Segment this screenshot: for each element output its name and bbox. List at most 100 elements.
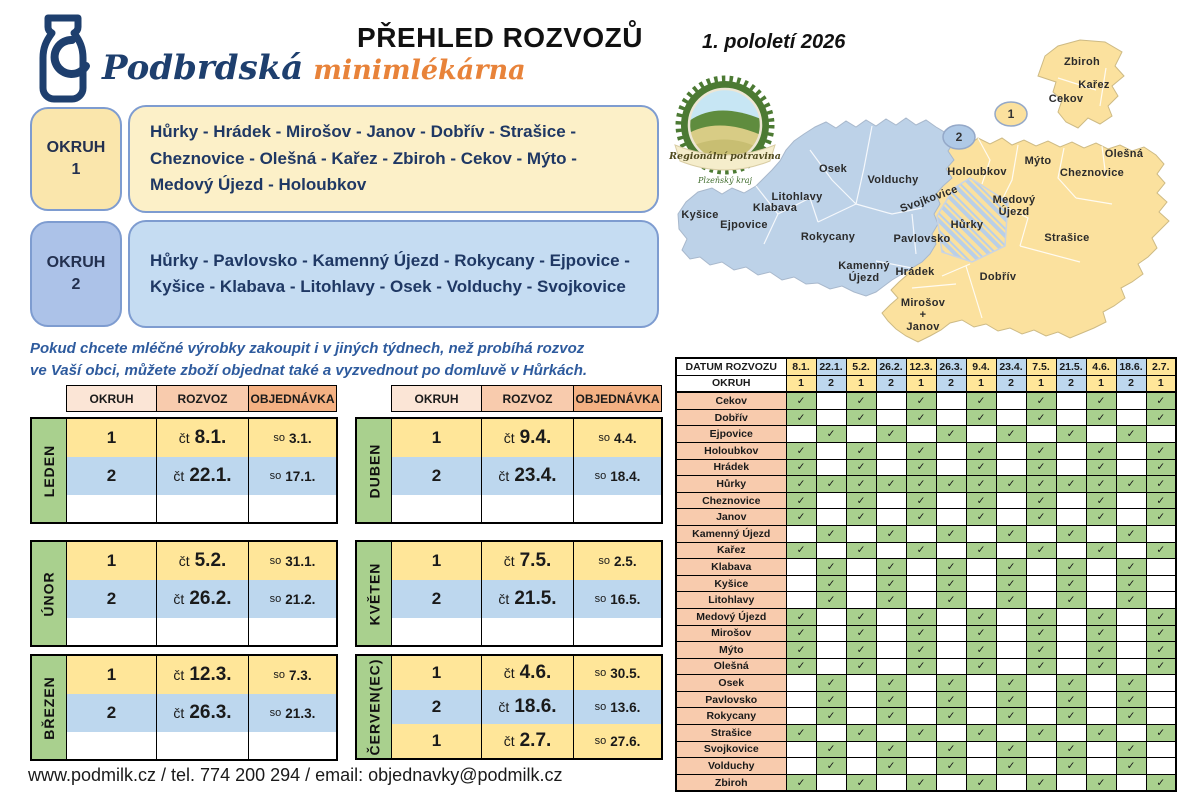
rozvoz-cell — [156, 732, 248, 759]
objednavka-weekday: so — [269, 707, 282, 719]
check-cell: ✓ — [815, 757, 847, 775]
rozvoz-cell — [156, 495, 248, 522]
date-header: 26.2. — [875, 357, 907, 376]
objednavka-weekday: so — [269, 555, 282, 567]
empty-cell — [1145, 558, 1177, 576]
check-cell: ✓ — [995, 757, 1027, 775]
empty-cell — [1085, 524, 1117, 543]
objednavka-date: 3.1. — [289, 430, 312, 446]
check-cell: ✓ — [935, 690, 967, 709]
check-cell: ✓ — [1025, 475, 1057, 493]
rozvoz-date: 9.4. — [519, 427, 552, 448]
rozvoz-weekday: čt — [503, 430, 515, 446]
objednavka-weekday: so — [273, 432, 286, 444]
check-cell: ✓ — [875, 740, 907, 759]
check-cell: ✓ — [815, 674, 847, 692]
empty-cell — [815, 724, 847, 742]
rozvoz-cell: čt 21.5. — [481, 580, 573, 618]
objednavka-date: 4.4. — [614, 430, 637, 446]
empty-cell — [965, 690, 997, 709]
check-cell: ✓ — [965, 475, 997, 493]
month-table-2: ÚNOR 1 čt 5.2. so 31.1. 2 čt 26.2. so 21.2. — [30, 540, 338, 647]
objednavka-weekday: so — [594, 701, 607, 713]
rozvoz-date: 4.6. — [519, 662, 552, 683]
objednavka-cell: so 18.4. — [573, 457, 661, 495]
empty-cell — [935, 641, 967, 659]
column-header: ROZVOZ — [156, 386, 248, 411]
check-cell: ✓ — [785, 607, 817, 626]
schedule-row: Kyšice ✓ ✓ ✓ ✓ ✓ ✓ — [675, 574, 1177, 593]
empty-cell — [1055, 491, 1087, 510]
check-cell: ✓ — [815, 475, 847, 493]
empty-cell — [1055, 641, 1087, 659]
check-cell: ✓ — [845, 391, 877, 410]
check-cell: ✓ — [1115, 591, 1147, 609]
empty-cell — [815, 408, 847, 427]
empty-cell — [995, 441, 1027, 460]
empty-cell — [815, 607, 847, 626]
month-table-4: DUBEN 1 čt 9.4. so 4.4. 2 čt 23.4. so 18.4. — [355, 417, 663, 524]
empty-cell — [1055, 391, 1087, 410]
month-tables-right: OKRUH ROZVOZ OBJEDNÁVKA DUBEN 1 čt 9.4. so 4.4. 2… — [355, 385, 667, 765]
empty-cell — [1055, 408, 1087, 427]
check-cell: ✓ — [1025, 773, 1057, 792]
map-marker-circuit2: 2 — [942, 124, 976, 150]
circuit1-villages: Hůrky - Hrádek - Mirošov - Janov - Dobří… — [150, 122, 577, 195]
objednavka-weekday: so — [594, 593, 607, 605]
okruh-number: 2 — [106, 466, 117, 485]
empty-cell — [965, 707, 997, 726]
region-map: 1 2 Zbiroh Kařez Cekov Olešná Mýto Cheznovice… — [668, 39, 1170, 343]
check-cell: ✓ — [935, 674, 967, 692]
check-cell: ✓ — [845, 641, 877, 659]
village-name: Ejpovice — [675, 425, 787, 443]
schedule-row: Holoubkov ✓ ✓ ✓ ✓ ✓ ✓ ✓ — [675, 441, 1177, 460]
check-cell: ✓ — [785, 491, 817, 510]
check-cell: ✓ — [1085, 441, 1117, 460]
map-label: Pavlovsko — [893, 233, 950, 245]
check-cell: ✓ — [845, 624, 877, 643]
okruh-number-header: 2 — [875, 374, 907, 394]
map-label: Klabava — [753, 202, 798, 214]
empty-cell — [1055, 724, 1087, 742]
objednavka-date: 2.5. — [614, 553, 637, 569]
village-name: Olešná — [675, 657, 787, 676]
page-subtitle: 1. pololetí 2026 — [702, 31, 846, 53]
okruh-cell: 1 — [392, 542, 481, 580]
check-cell: ✓ — [1145, 624, 1177, 643]
empty-cell — [815, 491, 847, 510]
objednavka-cell — [248, 732, 336, 759]
empty-cell — [815, 657, 847, 676]
okruh-number: 2 — [106, 589, 117, 608]
objednavka-cell: so 30.5. — [573, 656, 661, 690]
schedule-dates-row: DATUM ROZVOZU 8.1. 22.1. 5.2. 26.2. 12.3. 26.3… — [675, 357, 1177, 376]
check-cell: ✓ — [1085, 724, 1117, 742]
map-circuit2-region — [677, 117, 955, 297]
empty-cell — [935, 657, 967, 676]
month-label-cell: ČERVEN(EC) — [357, 656, 392, 758]
empty-cell — [905, 591, 937, 609]
village-name: Medový Újezd — [675, 607, 787, 626]
rozvoz-cell: čt 9.4. — [481, 419, 573, 457]
month-label-cell: BŘEZEN — [32, 656, 67, 759]
check-cell: ✓ — [785, 475, 817, 493]
check-cell: ✓ — [1055, 524, 1087, 543]
empty-cell — [965, 674, 997, 692]
empty-cell — [1115, 607, 1147, 626]
empty-cell — [935, 391, 967, 410]
date-header: 7.5. — [1025, 357, 1057, 376]
okruh-number: 1 — [106, 665, 117, 684]
check-cell: ✓ — [1025, 491, 1057, 510]
order-note-line1: Pokud chcete mléčné výrobky zakoupit i v… — [30, 340, 585, 357]
check-cell: ✓ — [845, 408, 877, 427]
okruh-number: 1 — [431, 551, 442, 570]
okruh-number: 1 — [431, 663, 442, 682]
okruh-cell: 2 — [392, 580, 481, 618]
month-grid: 1 čt 7.5. so 2.5. 2 čt 21.5. so 16.5. — [392, 542, 661, 645]
schedule-row: Kamenný Újezd ✓ ✓ ✓ ✓ ✓ ✓ — [675, 524, 1177, 543]
okruh-number: 2 — [431, 697, 442, 716]
empty-cell — [845, 740, 877, 759]
check-cell: ✓ — [1055, 475, 1087, 493]
check-cell: ✓ — [1085, 508, 1117, 526]
empty-cell — [1085, 425, 1117, 443]
